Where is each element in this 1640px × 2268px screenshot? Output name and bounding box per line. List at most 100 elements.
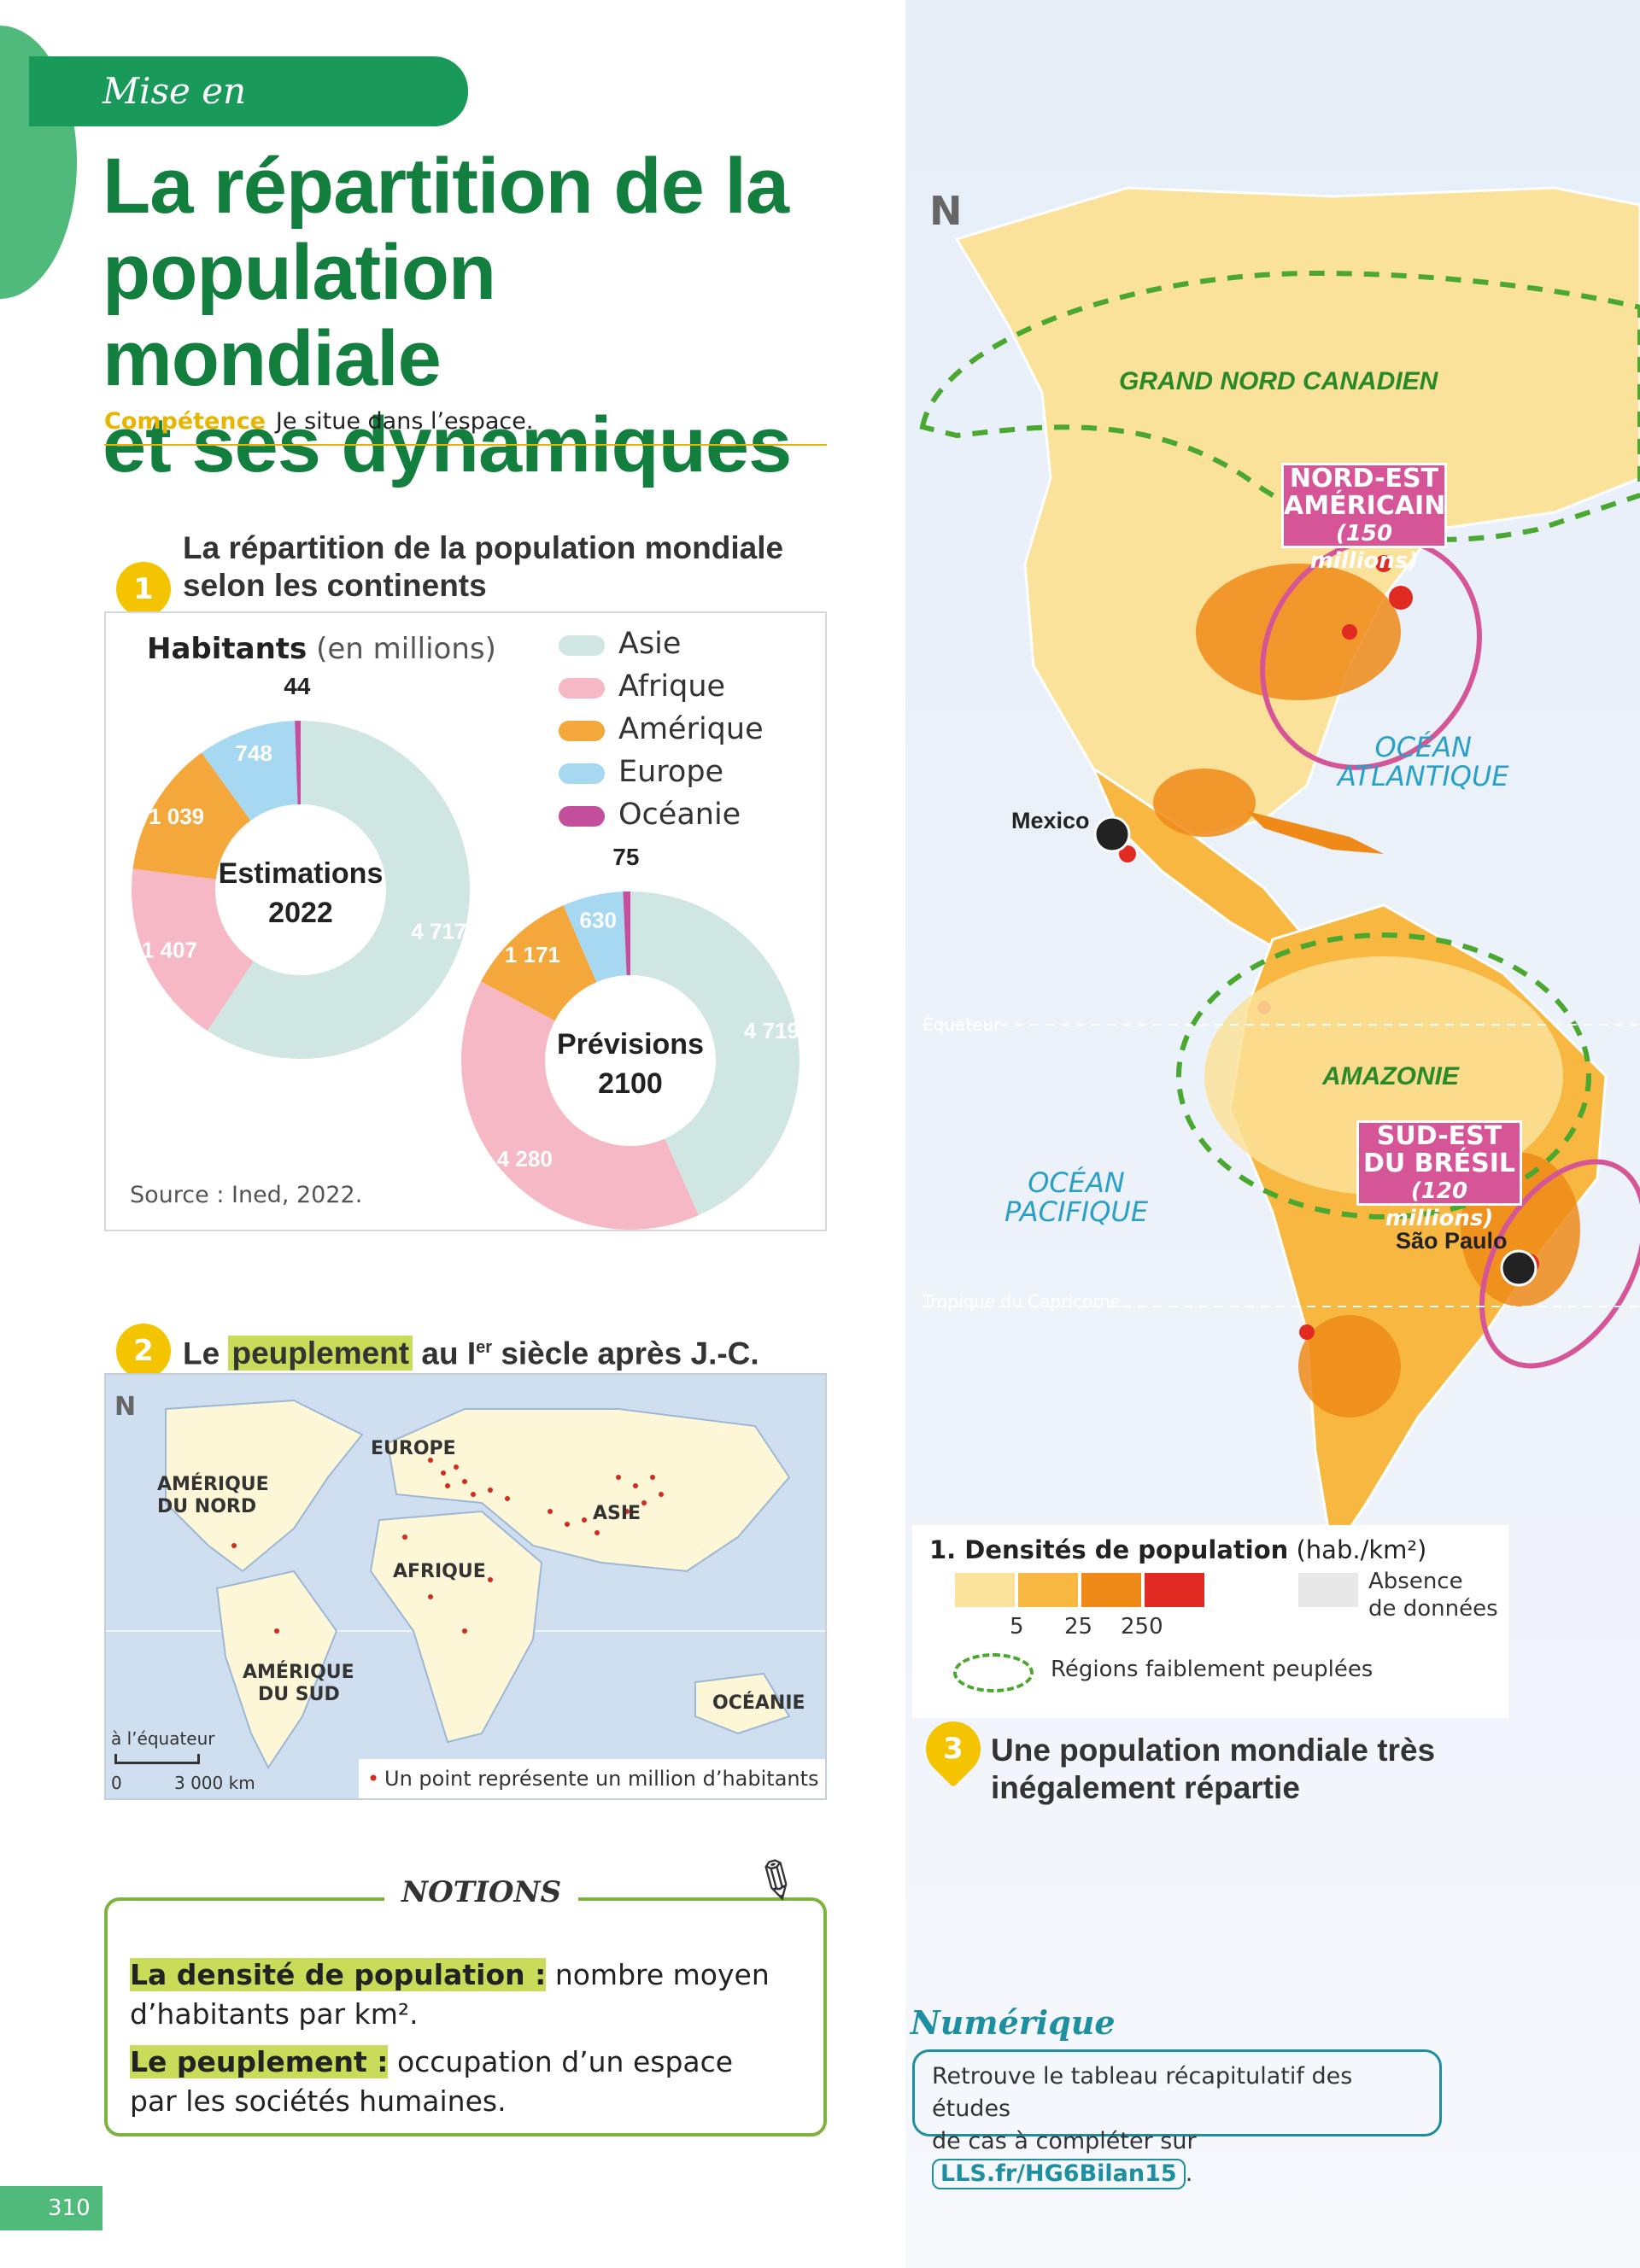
region-label: AMÉRIQUE	[243, 1662, 354, 1683]
scale-zero: 0	[111, 1773, 122, 1793]
legend-asie: Asie	[559, 627, 681, 661]
donut-slice-afrique	[132, 868, 254, 1032]
donut-slice-afrique	[461, 981, 699, 1230]
legend-na-line: Absence	[1368, 1569, 1463, 1594]
donut-slice-amérique	[481, 905, 597, 1021]
label-line: AMÉRICAIN	[1284, 491, 1446, 521]
label-line: OCÉAN	[1028, 1166, 1125, 1199]
donut-value-label: 44	[284, 673, 311, 699]
doc1-chart-box: Habitants (en millions) Asie Afrique Amé…	[104, 611, 827, 1231]
doc3-title-line: inégalement répartie	[991, 1770, 1300, 1805]
donut-value-label: 1 407	[142, 938, 197, 963]
label-ocean-pacifique: OCÉAN PACIFIQUE	[1004, 1168, 1148, 1226]
donut-slice-europe	[563, 891, 627, 983]
numerique-text: Retrouve le tableau récapitulatif des ét…	[932, 2063, 1353, 2122]
title-rule	[104, 444, 827, 446]
label-line: DU BRÉSIL	[1362, 1149, 1516, 1178]
legend-amerique: Amérique	[559, 712, 764, 746]
donut-center-label: 2022	[268, 897, 333, 929]
legend-na-swatch	[1298, 1573, 1358, 1607]
definition-text: nombre moyen d’habitants par km².	[130, 1958, 770, 2031]
label-mexico: Mexico	[1011, 808, 1090, 833]
chart-axis-title: Habitants (en millions)	[147, 632, 496, 666]
source: Source : Ined, 2022.	[130, 1182, 363, 1208]
legend-swatch	[1145, 1573, 1204, 1607]
axis-unit: (en millions)	[316, 632, 496, 666]
donut-slice-océanie	[623, 891, 630, 976]
americas-map	[919, 186, 1640, 1554]
definition-text: occupation d’un espace par les sociétés …	[130, 2045, 734, 2118]
region-label: OCÉANIE	[712, 1692, 805, 1714]
donut-slice-océanie	[295, 721, 301, 805]
numerique-text: de cas à compléter sur	[932, 2128, 1197, 2154]
label-line: ATLANTIQUE	[1338, 760, 1509, 792]
label-line: OCÉAN	[1374, 731, 1473, 763]
donut-value-label: 75	[612, 844, 639, 870]
scale-title: à l’équateur	[111, 1728, 215, 1749]
doc3-title-line: Une population mondiale très	[991, 1733, 1436, 1768]
donut-charts: 4 717 1 407 1 039 748 44 Estimations 2022 4 719…	[132, 673, 800, 1230]
legend-oceanie: Océanie	[559, 798, 741, 832]
numerique-link[interactable]: LLS.fr/HG6Bilan15	[932, 2159, 1186, 2189]
region-label: EUROPE	[371, 1438, 456, 1459]
definition-term: La densité de population :	[130, 1958, 547, 1991]
doc2-title-part: siècle après J.-C.	[501, 1336, 759, 1371]
donut-center-label: Prévisions	[557, 1028, 704, 1061]
doc3-title: Une population mondiale très inégalement…	[991, 1732, 1435, 1807]
doc2-title-part: Le	[183, 1336, 220, 1371]
scale-max: 3 000 km	[174, 1773, 255, 1793]
definition-peuplement: Le peuplement : occupation d’un espace p…	[130, 2043, 779, 2121]
section-tag: Mise en perspective	[29, 56, 468, 182]
scale-bar	[114, 1754, 200, 1764]
legend-tick: 25	[1064, 1614, 1093, 1640]
legend-swatch	[1081, 1573, 1141, 1607]
doc1-title-line: La répartition de la population mondiale	[183, 530, 784, 565]
label-line: SUD-EST	[1376, 1121, 1502, 1151]
legend-swatch	[955, 1573, 1015, 1607]
donut-slice-europe	[202, 721, 298, 821]
density-legend: 1. Densités de population (hab./km²) 5 2…	[912, 1525, 1508, 1718]
legend-tick: 5	[1010, 1614, 1024, 1640]
doc3-number-badge: 3	[914, 1710, 993, 1788]
definition-term: Le peuplement :	[130, 2045, 389, 2078]
donut-value-label: 4 717	[411, 919, 466, 944]
legend-sparse-text: Régions faiblement peuplées	[1051, 1657, 1374, 1682]
dot-legend: • Un point représente un million d’habita…	[359, 1759, 825, 1798]
region-label: DU NORD	[157, 1496, 257, 1517]
north-arrow-icon: N	[114, 1392, 137, 1422]
donut-slice-asie	[207, 721, 470, 1059]
legend-afrique: Afrique	[559, 669, 725, 704]
region-label: AFRIQUE	[393, 1561, 486, 1582]
legend-tick: 250	[1121, 1614, 1163, 1640]
doc2-map-svg	[106, 1399, 825, 1769]
competence-text: Je situe dans l’espace.	[275, 408, 534, 435]
donut-slice-amérique	[132, 752, 251, 880]
numerique-box: Retrouve le tableau récapitulatif des ét…	[912, 2049, 1442, 2189]
legend-na-text: Absence de données	[1368, 1568, 1498, 1622]
donut-value-label: 1 171	[505, 942, 560, 967]
legend-title-bold: 1. Densités de population	[929, 1535, 1289, 1564]
legend-unit: (hab./km²)	[1296, 1535, 1427, 1564]
title-line: La répartition de la	[102, 143, 789, 230]
numerique-title: Numérique	[911, 2003, 1116, 2042]
doc2-title-part: au I	[421, 1336, 477, 1371]
doc1-title: La répartition de la population mondiale…	[183, 529, 783, 605]
label-sud-est: SUD-EST DU BRÉSIL (120 millions)	[1356, 1120, 1522, 1231]
donut-slice-asie	[630, 891, 800, 1216]
legend-title: 1. Densités de population (hab./km²)	[929, 1535, 1426, 1564]
label-equateur: Équateur	[922, 1014, 1001, 1035]
notions-title: NOTIONS	[384, 1875, 579, 1909]
competence-label: Compétence	[104, 408, 266, 435]
label-grand-nord: GRAND NORD CANADIEN	[1119, 367, 1438, 395]
legend-sparse-symbol	[953, 1653, 1034, 1692]
label-line: (150 millions)	[1309, 521, 1419, 574]
doc2-title-highlight: peuplement	[228, 1336, 413, 1371]
axis-title-bold: Habitants	[147, 632, 308, 666]
numerique-end: .	[1185, 2160, 1193, 2187]
donut-value-label: 1 039	[149, 804, 204, 829]
doc2-map: N EUROPE AMÉRIQUE DU NORD ASIE AFRIQUE A…	[104, 1373, 827, 1800]
label-amazonie: AMAZONIE	[1322, 1062, 1459, 1090]
north-arrow-icon: N	[929, 188, 963, 234]
title-line: population mondiale	[102, 229, 496, 402]
region-label: AMÉRIQUE	[157, 1474, 269, 1495]
